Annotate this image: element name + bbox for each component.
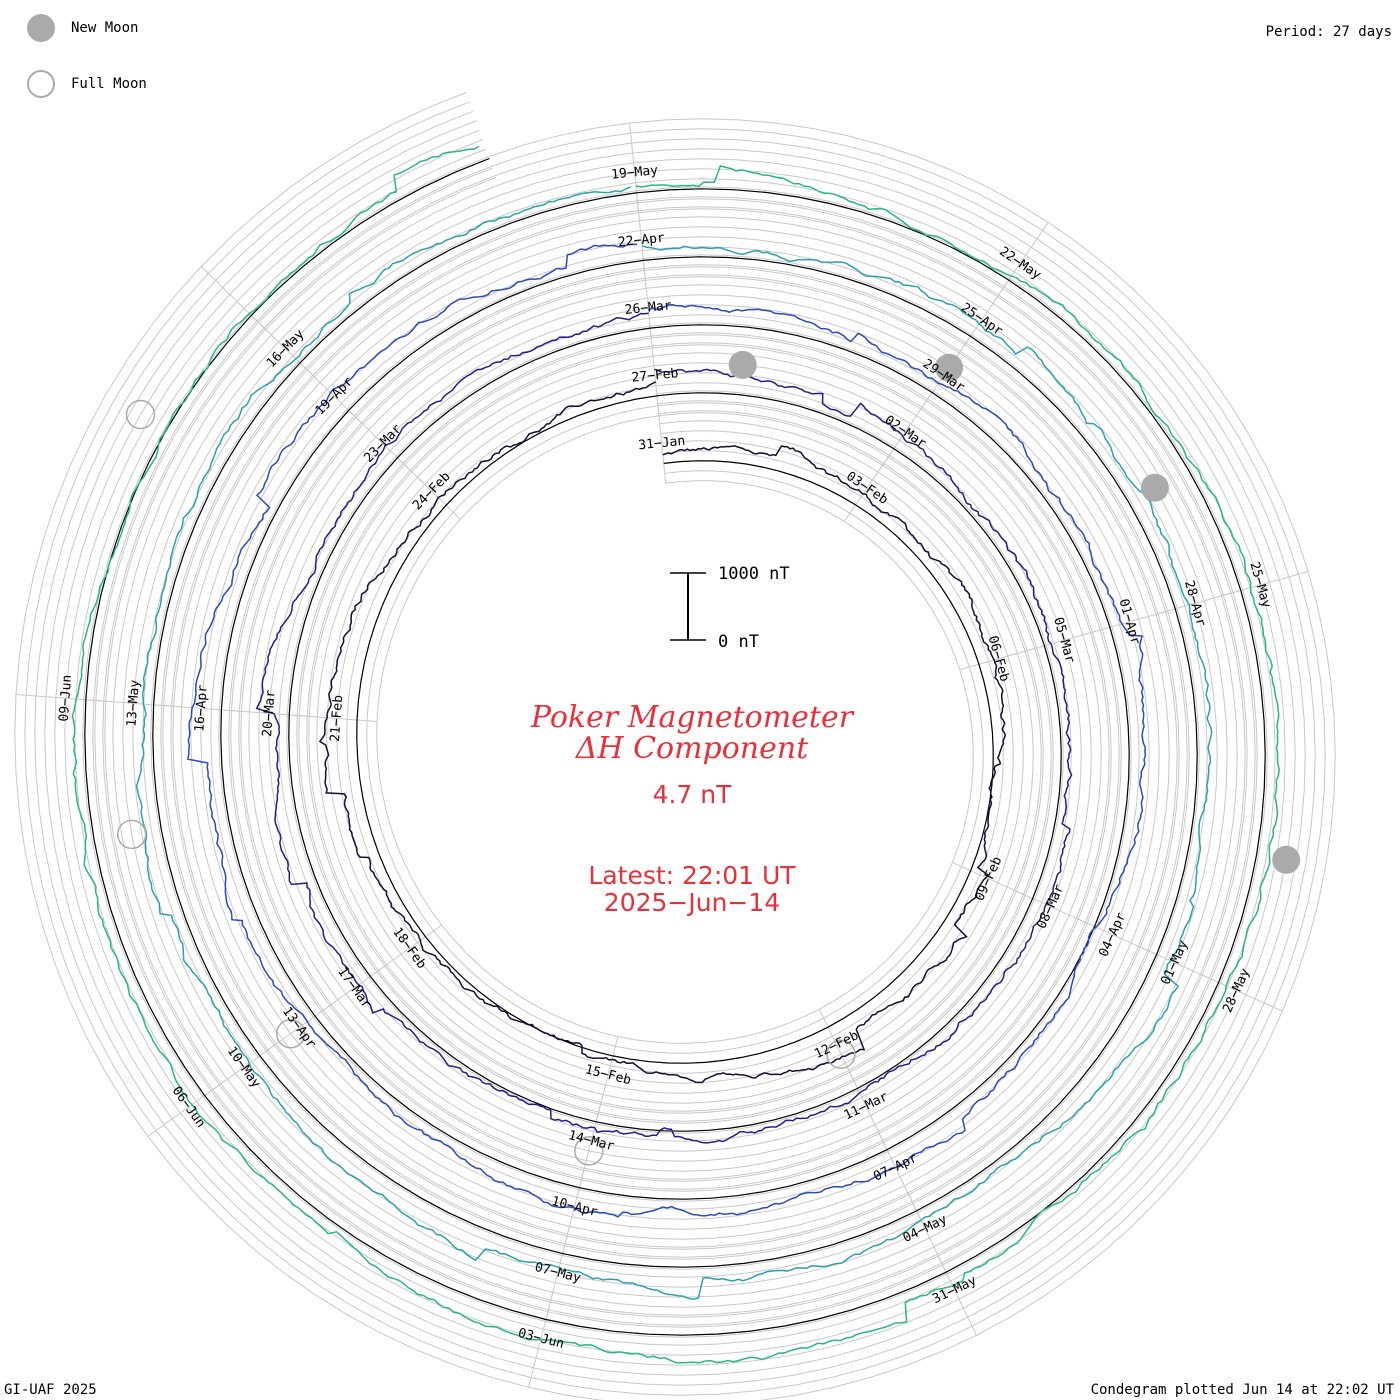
date-label: 05−Mar	[1050, 616, 1077, 665]
full-moon-marker	[275, 1018, 306, 1049]
new-moon-marker	[1140, 473, 1169, 502]
grid-ring	[44, 120, 1306, 1376]
grid-ring	[74, 148, 1276, 1346]
legend-full-moon: Full Moon	[27, 70, 147, 98]
footer-credit: GI-UAF 2025	[4, 1382, 97, 1398]
new-moon-icon	[27, 14, 55, 42]
scale-top-label: 1000 nT	[718, 564, 790, 584]
new-moon-marker	[935, 353, 964, 382]
full-moon-marker	[574, 1136, 604, 1166]
grid-ring	[34, 110, 1316, 1386]
series-turn-4	[135, 186, 1213, 1300]
radial-divider-lines	[15, 123, 1309, 1388]
new-moon-marker	[1272, 845, 1301, 874]
radial-line	[997, 222, 1049, 297]
scale-bottom-label: 0 nT	[718, 632, 759, 652]
center-title-block: Poker Magnetometer ΔH Component	[530, 700, 855, 766]
series-turn-2	[255, 312, 1073, 1144]
radial-line	[528, 1299, 552, 1388]
series-turn-5	[71, 145, 1280, 1364]
baseline-spiral	[84, 157, 1266, 1336]
date-label: 26−Mar	[624, 298, 672, 318]
date-label: 27−Feb	[631, 366, 679, 386]
magnetometer-series	[71, 145, 1280, 1364]
date-label: 22−Apr	[617, 231, 665, 251]
date-label: 16−Apr	[192, 684, 210, 732]
full-moon-marker	[125, 399, 156, 430]
date-label: 10−Apr	[550, 1194, 599, 1220]
chart-title: Poker Magnetometer	[530, 700, 855, 735]
radial-line	[936, 1253, 977, 1336]
latest-time: Latest: 22:01 UT	[588, 861, 796, 890]
grid-ring	[14, 91, 1336, 1400]
moon-markers	[116, 350, 1301, 1166]
legend-full-moon-label: Full Moon	[71, 76, 147, 92]
grid-ring	[54, 129, 1296, 1366]
date-label: 03−Jun	[516, 1326, 565, 1352]
date-label: 20−Mar	[260, 689, 278, 737]
date-label: 28−Apr	[1181, 579, 1208, 628]
radial-line	[629, 123, 640, 213]
full-moon-icon	[27, 70, 55, 98]
date-label: 21−Feb	[328, 694, 346, 742]
radial-line	[200, 266, 266, 330]
radial-line	[147, 1083, 222, 1137]
radial-line	[1200, 973, 1283, 1012]
date-label: 09−Jun	[57, 674, 75, 722]
period-label: Period: 27 days	[1265, 24, 1392, 40]
latest-date: 2025−Jun−14	[604, 888, 780, 917]
date-label: 08−Mar	[1034, 882, 1067, 931]
date-label: 07−May	[533, 1260, 582, 1286]
grid-ring	[24, 101, 1326, 1396]
grid-ring	[94, 167, 1256, 1326]
date-label: 09−Feb	[972, 854, 1005, 903]
radial-line	[1221, 571, 1309, 597]
series-turn-3	[186, 243, 1147, 1218]
full-moon-marker	[116, 819, 147, 850]
date-label: 15−Feb	[583, 1062, 632, 1088]
new-moon-marker	[728, 350, 757, 379]
full-moon-marker	[826, 1039, 856, 1069]
legend-new-moon-label: New Moon	[71, 20, 139, 36]
date-label: 13−May	[124, 679, 142, 727]
radial-line	[15, 694, 106, 702]
series-turn-1	[318, 381, 1007, 1084]
grid-ring	[104, 176, 1246, 1316]
scale-bar: 1000 nT 0 nT	[670, 564, 790, 652]
current-value: 4.7 nT	[653, 780, 733, 809]
grid-ring	[64, 139, 1286, 1356]
date-label: 01−Apr	[1116, 597, 1143, 646]
chart-subtitle: ΔH Component	[575, 731, 809, 766]
legend-new-moon: New Moon	[27, 14, 138, 42]
date-label: 19−May	[610, 163, 658, 183]
baseline	[84, 157, 1266, 1336]
date-label: 06−Feb	[985, 634, 1012, 683]
footer-plot-time: Condegram plotted Jun 14 at 22:02 UT	[1090, 1382, 1394, 1398]
date-label: 31−Jan	[638, 434, 686, 454]
date-label: 14−Mar	[567, 1128, 616, 1154]
